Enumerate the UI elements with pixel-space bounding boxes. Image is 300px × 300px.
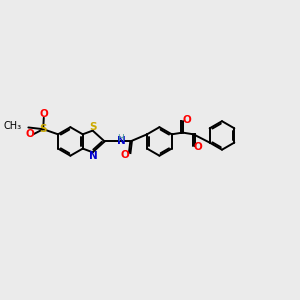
Text: O: O [39,109,48,119]
Text: O: O [26,129,34,139]
Text: N: N [117,136,126,146]
Text: N: N [89,151,98,161]
Text: CH₃: CH₃ [4,121,22,131]
Text: O: O [193,142,202,152]
Text: O: O [121,150,129,160]
Text: O: O [182,115,191,125]
Text: H: H [118,134,124,142]
Text: S: S [40,124,47,134]
Text: S: S [89,122,97,132]
